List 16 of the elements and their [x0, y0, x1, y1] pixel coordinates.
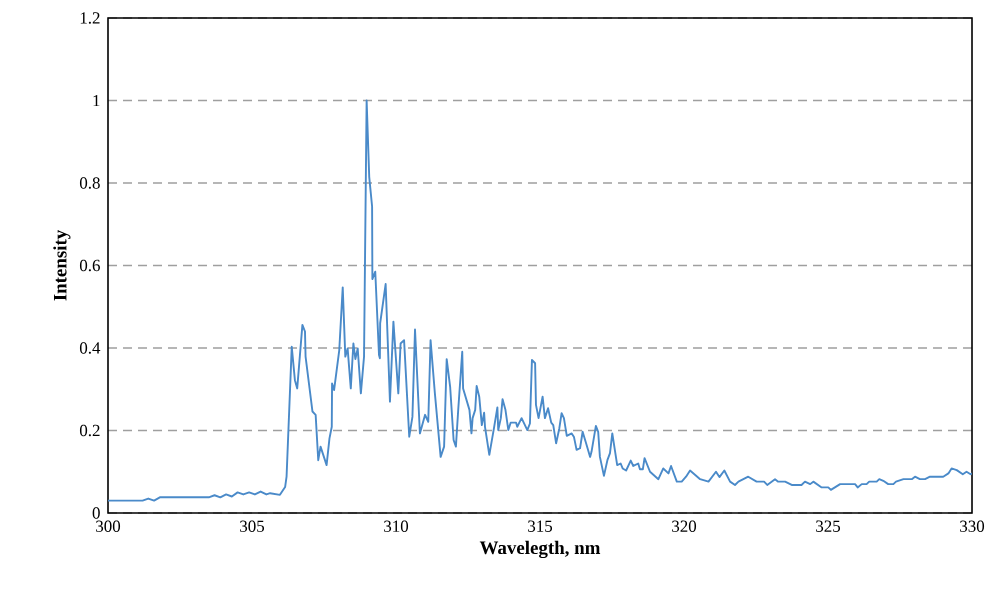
x-tick-label: 315: [528, 520, 553, 532]
x-tick-label: 325: [816, 520, 841, 532]
y-tick-label: 0.8: [79, 177, 100, 189]
y-tick-label: 1.2: [80, 12, 100, 24]
x-tick-label: 320: [672, 520, 697, 532]
x-axis-title: Wavelegth, nm: [479, 540, 601, 559]
y-tick-label: 0.2: [79, 424, 100, 437]
x-tick-label: 300: [96, 520, 121, 532]
x-tick-label: 310: [384, 520, 409, 532]
x-tick-label: 330: [960, 520, 985, 532]
y-tick-label: 0: [92, 507, 100, 519]
y-tick-label: 0.4: [79, 342, 101, 354]
y-tick-label: 0.6: [79, 259, 100, 272]
y-tick-label: 1: [93, 94, 100, 107]
y-axis-title: Intensity: [53, 229, 71, 301]
x-tick-label: 305: [240, 520, 265, 532]
